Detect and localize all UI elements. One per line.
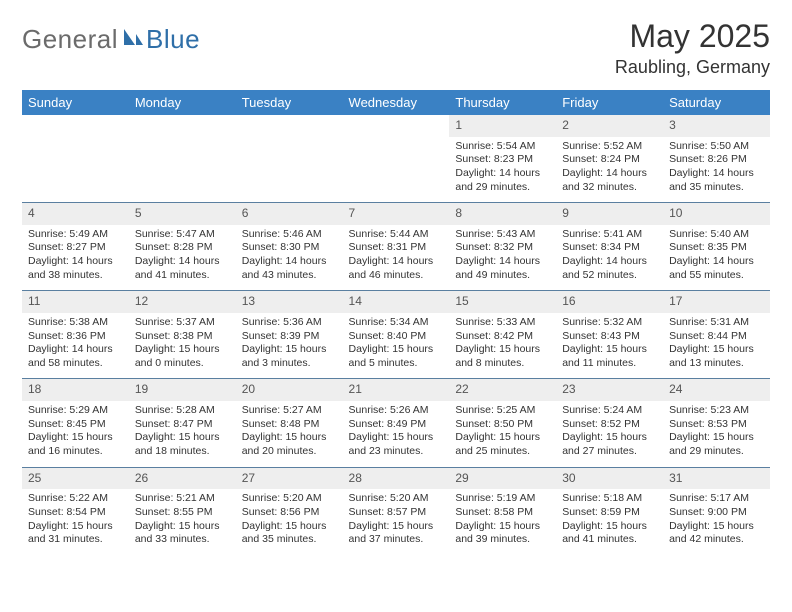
day-number-cell [343, 115, 450, 137]
day-detail-cell [129, 137, 236, 203]
day-number-cell: 4 [22, 203, 129, 225]
day-number-cell: 15 [449, 291, 556, 313]
day-number-cell: 19 [129, 379, 236, 401]
day-number-cell: 12 [129, 291, 236, 313]
day-number-row: 45678910 [22, 203, 770, 225]
weekday-header: Saturday [663, 90, 770, 115]
day-detail-cell: Sunrise: 5:47 AM Sunset: 8:28 PM Dayligh… [129, 225, 236, 291]
day-detail-cell: Sunrise: 5:31 AM Sunset: 8:44 PM Dayligh… [663, 313, 770, 379]
day-number-cell: 16 [556, 291, 663, 313]
day-detail-cell: Sunrise: 5:26 AM Sunset: 8:49 PM Dayligh… [343, 401, 450, 467]
day-number-cell: 14 [343, 291, 450, 313]
day-detail-cell: Sunrise: 5:49 AM Sunset: 8:27 PM Dayligh… [22, 225, 129, 291]
calendar-table: Sunday Monday Tuesday Wednesday Thursday… [22, 90, 770, 555]
day-number-cell: 2 [556, 115, 663, 137]
day-number-cell: 6 [236, 203, 343, 225]
day-number-cell: 10 [663, 203, 770, 225]
day-number-cell: 1 [449, 115, 556, 137]
day-number-cell: 28 [343, 467, 450, 489]
day-detail-cell: Sunrise: 5:23 AM Sunset: 8:53 PM Dayligh… [663, 401, 770, 467]
day-number-cell: 30 [556, 467, 663, 489]
day-detail-cell: Sunrise: 5:34 AM Sunset: 8:40 PM Dayligh… [343, 313, 450, 379]
weekday-header-row: Sunday Monday Tuesday Wednesday Thursday… [22, 90, 770, 115]
logo-text-general: General [22, 24, 118, 55]
day-number-cell: 27 [236, 467, 343, 489]
day-detail-cell: Sunrise: 5:40 AM Sunset: 8:35 PM Dayligh… [663, 225, 770, 291]
day-detail-cell: Sunrise: 5:46 AM Sunset: 8:30 PM Dayligh… [236, 225, 343, 291]
day-detail-row: Sunrise: 5:22 AM Sunset: 8:54 PM Dayligh… [22, 489, 770, 555]
day-number-cell: 7 [343, 203, 450, 225]
day-detail-cell: Sunrise: 5:38 AM Sunset: 8:36 PM Dayligh… [22, 313, 129, 379]
day-number-row: 18192021222324 [22, 379, 770, 401]
logo: General Blue [22, 24, 200, 55]
logo-text-blue: Blue [146, 24, 200, 55]
day-number-cell: 25 [22, 467, 129, 489]
day-detail-cell: Sunrise: 5:52 AM Sunset: 8:24 PM Dayligh… [556, 137, 663, 203]
day-number-cell: 24 [663, 379, 770, 401]
weekday-header: Tuesday [236, 90, 343, 115]
day-number-cell: 22 [449, 379, 556, 401]
day-detail-cell: Sunrise: 5:41 AM Sunset: 8:34 PM Dayligh… [556, 225, 663, 291]
weekday-header: Thursday [449, 90, 556, 115]
day-detail-row: Sunrise: 5:38 AM Sunset: 8:36 PM Dayligh… [22, 313, 770, 379]
day-number-cell [22, 115, 129, 137]
day-number-cell: 23 [556, 379, 663, 401]
logo-sail-icon [122, 27, 144, 52]
day-detail-cell: Sunrise: 5:21 AM Sunset: 8:55 PM Dayligh… [129, 489, 236, 555]
weekday-header: Sunday [22, 90, 129, 115]
day-detail-cell: Sunrise: 5:54 AM Sunset: 8:23 PM Dayligh… [449, 137, 556, 203]
day-detail-cell: Sunrise: 5:29 AM Sunset: 8:45 PM Dayligh… [22, 401, 129, 467]
day-detail-cell: Sunrise: 5:33 AM Sunset: 8:42 PM Dayligh… [449, 313, 556, 379]
header: General Blue May 2025 Raubling, Germany [22, 18, 770, 78]
day-detail-cell: Sunrise: 5:20 AM Sunset: 8:56 PM Dayligh… [236, 489, 343, 555]
day-number-row: 123 [22, 115, 770, 137]
title-block: May 2025 Raubling, Germany [615, 18, 770, 78]
day-detail-cell: Sunrise: 5:44 AM Sunset: 8:31 PM Dayligh… [343, 225, 450, 291]
day-detail-cell: Sunrise: 5:37 AM Sunset: 8:38 PM Dayligh… [129, 313, 236, 379]
day-detail-cell: Sunrise: 5:27 AM Sunset: 8:48 PM Dayligh… [236, 401, 343, 467]
day-detail-cell: Sunrise: 5:43 AM Sunset: 8:32 PM Dayligh… [449, 225, 556, 291]
day-detail-cell: Sunrise: 5:18 AM Sunset: 8:59 PM Dayligh… [556, 489, 663, 555]
day-detail-cell: Sunrise: 5:17 AM Sunset: 9:00 PM Dayligh… [663, 489, 770, 555]
day-number-cell: 18 [22, 379, 129, 401]
day-detail-cell: Sunrise: 5:28 AM Sunset: 8:47 PM Dayligh… [129, 401, 236, 467]
day-number-cell [236, 115, 343, 137]
day-detail-cell: Sunrise: 5:50 AM Sunset: 8:26 PM Dayligh… [663, 137, 770, 203]
weekday-header: Wednesday [343, 90, 450, 115]
day-detail-cell [236, 137, 343, 203]
day-number-cell: 13 [236, 291, 343, 313]
day-detail-cell: Sunrise: 5:20 AM Sunset: 8:57 PM Dayligh… [343, 489, 450, 555]
day-detail-row: Sunrise: 5:54 AM Sunset: 8:23 PM Dayligh… [22, 137, 770, 203]
day-detail-cell: Sunrise: 5:36 AM Sunset: 8:39 PM Dayligh… [236, 313, 343, 379]
weekday-header: Friday [556, 90, 663, 115]
day-number-cell: 26 [129, 467, 236, 489]
day-number-row: 11121314151617 [22, 291, 770, 313]
day-detail-cell [343, 137, 450, 203]
day-number-cell: 5 [129, 203, 236, 225]
location-label: Raubling, Germany [615, 57, 770, 78]
day-number-row: 25262728293031 [22, 467, 770, 489]
day-number-cell: 29 [449, 467, 556, 489]
day-detail-cell: Sunrise: 5:32 AM Sunset: 8:43 PM Dayligh… [556, 313, 663, 379]
day-detail-row: Sunrise: 5:49 AM Sunset: 8:27 PM Dayligh… [22, 225, 770, 291]
day-detail-cell: Sunrise: 5:19 AM Sunset: 8:58 PM Dayligh… [449, 489, 556, 555]
day-detail-cell: Sunrise: 5:24 AM Sunset: 8:52 PM Dayligh… [556, 401, 663, 467]
day-number-cell: 21 [343, 379, 450, 401]
day-number-cell: 11 [22, 291, 129, 313]
month-title: May 2025 [615, 18, 770, 55]
day-detail-cell: Sunrise: 5:25 AM Sunset: 8:50 PM Dayligh… [449, 401, 556, 467]
day-number-cell: 17 [663, 291, 770, 313]
day-number-cell: 9 [556, 203, 663, 225]
day-detail-cell: Sunrise: 5:22 AM Sunset: 8:54 PM Dayligh… [22, 489, 129, 555]
day-number-cell [129, 115, 236, 137]
day-detail-cell [22, 137, 129, 203]
day-detail-row: Sunrise: 5:29 AM Sunset: 8:45 PM Dayligh… [22, 401, 770, 467]
day-number-cell: 31 [663, 467, 770, 489]
weekday-header: Monday [129, 90, 236, 115]
day-number-cell: 3 [663, 115, 770, 137]
day-number-cell: 8 [449, 203, 556, 225]
day-number-cell: 20 [236, 379, 343, 401]
